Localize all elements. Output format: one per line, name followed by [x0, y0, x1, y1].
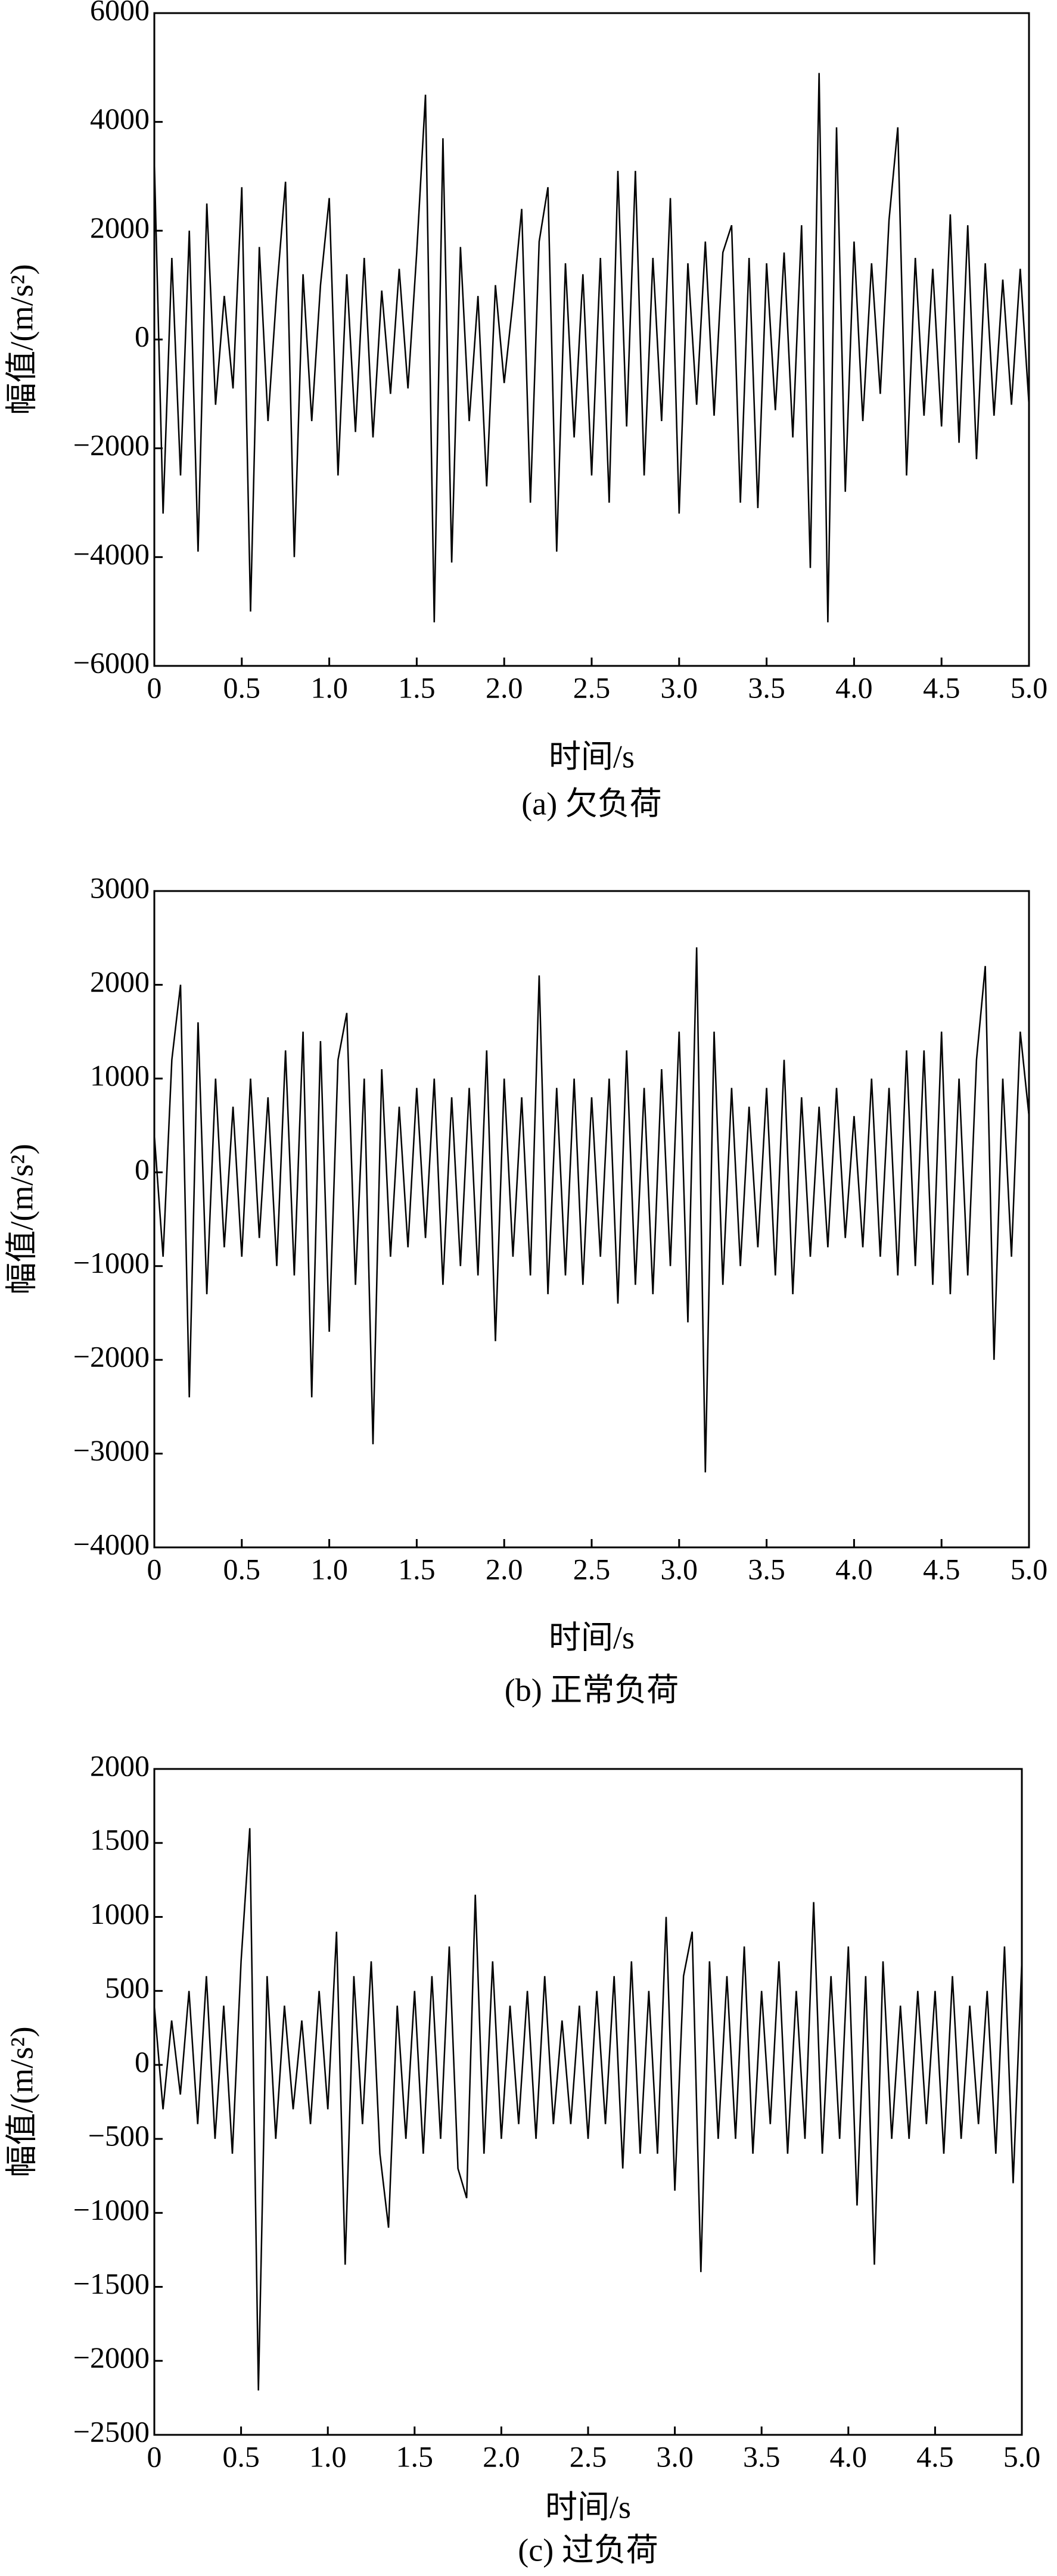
y-tick-label: −2000 [73, 428, 150, 462]
caption: (c) 过负荷 [518, 2532, 658, 2568]
y-axis-label: 幅值/(m/s²) [4, 2026, 39, 2177]
y-tick-label: 1500 [90, 1823, 150, 1857]
plot-frame [153, 890, 1030, 1549]
y-tick-label: −1000 [73, 1246, 150, 1279]
x-tick-label: 2.5 [573, 1552, 611, 1586]
x-tick-label: 3.0 [656, 2440, 694, 2473]
y-axis-label: 幅值/(m/s²) [4, 1144, 39, 1294]
x-tick-label: 4.0 [835, 671, 873, 704]
x-tick-label: 3.5 [748, 1552, 785, 1586]
y-tick-label: 2000 [90, 1749, 150, 1782]
y-tick-label: −2000 [73, 2341, 150, 2374]
x-tick-label: 4.0 [835, 1552, 873, 1586]
x-tick-label: 3.5 [743, 2440, 781, 2473]
signal-line [153, 947, 1030, 1473]
y-tick-label: 2000 [90, 211, 150, 244]
plot-frame [153, 12, 1030, 667]
x-tick-label: 4.0 [830, 2440, 868, 2473]
x-tick-label: 4.5 [923, 671, 960, 704]
x-tick-label: 5.0 [1011, 1552, 1048, 1586]
x-tick-label: 4.5 [923, 1552, 960, 1586]
x-tick-label: 1.0 [310, 1552, 348, 1586]
x-tick-label: 5.0 [1011, 671, 1048, 704]
y-tick-label: −1000 [73, 2193, 150, 2226]
y-tick-label: 0 [135, 2045, 150, 2078]
y-tick-label: 0 [135, 319, 150, 353]
plot-frame [153, 1768, 1023, 2436]
x-tick-label: 0.5 [223, 1552, 261, 1586]
x-tick-label: 2.0 [486, 671, 523, 704]
y-tick-label: 0 [135, 1152, 150, 1186]
y-tick-label: 1000 [90, 1897, 150, 1930]
x-tick-label: 2.5 [573, 671, 611, 704]
x-tick-label: 2.0 [486, 1552, 523, 1586]
x-tick-label: 4.5 [916, 2440, 954, 2473]
y-tick-label: 1000 [90, 1058, 150, 1092]
y-tick-label: −4000 [73, 537, 150, 571]
y-tick-label: 6000 [90, 0, 150, 26]
x-axis-label: 时间/s [549, 1619, 635, 1655]
y-tick-label: 3000 [90, 871, 150, 904]
x-axis-label: 时间/s [545, 2489, 631, 2525]
x-tick-label: 3.0 [661, 671, 698, 704]
caption: (b) 正常负荷 [505, 1672, 679, 1708]
x-tick-label: 0 [147, 671, 162, 704]
y-tick-label: 2000 [90, 965, 150, 998]
y-tick-label: 4000 [90, 102, 150, 135]
x-tick-label: 0 [147, 2440, 162, 2473]
y-tick-label: −2500 [73, 2415, 150, 2448]
x-tick-label: 5.0 [1003, 2440, 1041, 2473]
x-tick-label: 1.5 [398, 671, 436, 704]
x-tick-label: 2.5 [570, 2440, 607, 2473]
y-axis-label: 幅值/(m/s²) [4, 264, 39, 415]
signal-line [153, 73, 1030, 622]
x-tick-label: 0.5 [222, 2440, 260, 2473]
x-tick-label: 2.0 [483, 2440, 520, 2473]
x-tick-label: 1.5 [396, 2440, 434, 2473]
y-tick-label: −2000 [73, 1340, 150, 1373]
y-tick-label: −3000 [73, 1434, 150, 1467]
x-tick-label: 1.0 [309, 2440, 347, 2473]
y-tick-label: −1500 [73, 2267, 150, 2300]
y-tick-label: −4000 [73, 1527, 150, 1560]
y-tick-label: −6000 [73, 646, 150, 679]
y-tick-label: −500 [88, 2119, 150, 2153]
x-tick-label: 0 [147, 1552, 162, 1586]
x-tick-label: 1.0 [310, 671, 348, 704]
x-axis-label: 时间/s [549, 739, 635, 774]
x-tick-label: 1.5 [398, 1552, 436, 1586]
x-tick-label: 3.5 [748, 671, 785, 704]
caption: (a) 欠负荷 [521, 786, 661, 821]
x-tick-label: 3.0 [661, 1552, 698, 1586]
x-tick-label: 0.5 [223, 671, 261, 704]
y-tick-label: 500 [105, 1971, 150, 2004]
signal-line [153, 1828, 1023, 2391]
